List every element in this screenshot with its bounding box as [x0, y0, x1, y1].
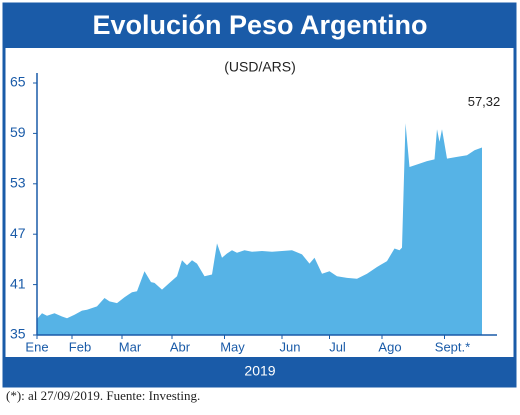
y-tick-label: 47 — [10, 225, 26, 241]
x-tick-label: Mar — [119, 339, 142, 354]
x-tick-label: Abr — [170, 339, 191, 354]
value-label: 57,32 — [468, 94, 501, 109]
title-bar — [4, 4, 515, 48]
x-axis-label: 2019 — [244, 363, 275, 379]
x-label-bar — [4, 357, 515, 386]
area — [37, 123, 482, 335]
x-tick-label: Feb — [69, 339, 91, 354]
footnote: (*): al 27/09/2019. Fuente: Investing. — [6, 388, 200, 403]
x-tick-label: Jul — [329, 339, 346, 354]
subtitle: (USD/ARS) — [224, 59, 296, 75]
y-tick-label: 35 — [10, 326, 26, 342]
x-tick-label: Jun — [280, 339, 301, 354]
x-tick-label: Ago — [378, 339, 401, 354]
x-tick-label: May — [220, 339, 245, 354]
x-tick-label: Sept.* — [435, 339, 470, 354]
y-tick-label: 59 — [10, 124, 26, 140]
y-tick-label: 53 — [10, 175, 26, 191]
y-tick-label: 65 — [10, 74, 26, 90]
x-tick-label: Ene — [25, 339, 48, 354]
y-tick-label: 41 — [10, 275, 26, 291]
chart-title: Evolución Peso Argentino — [92, 10, 427, 40]
